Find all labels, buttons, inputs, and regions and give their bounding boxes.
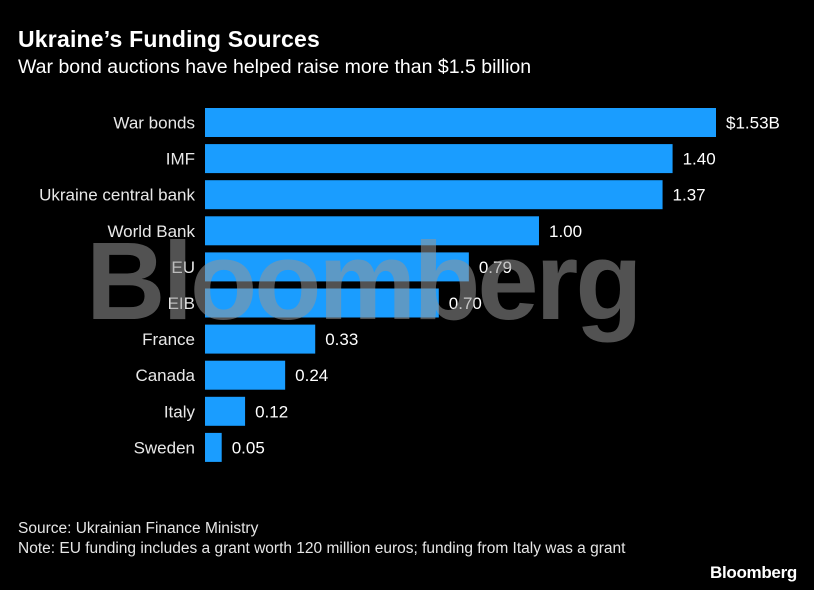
data-label: 0.70 [449, 294, 482, 313]
data-label: 0.24 [295, 366, 328, 385]
bar [205, 252, 469, 282]
category-label: EIB [168, 294, 195, 313]
data-label: $1.53B [726, 114, 780, 133]
data-label: 1.00 [549, 222, 582, 241]
category-label: Italy [164, 402, 196, 421]
bar [205, 216, 539, 246]
chart-title: Ukraine’s Funding Sources [18, 26, 320, 52]
chart-subtitle: War bond auctions have helped raise more… [18, 56, 532, 78]
data-label: 0.05 [232, 438, 265, 457]
category-label: IMF [166, 150, 195, 169]
bar-chart: War bonds $1.53B IMF 1.40 Ukraine central ba… [39, 108, 780, 462]
category-label: Ukraine central bank [39, 186, 195, 205]
category-label: France [142, 330, 195, 349]
bar [205, 108, 716, 137]
data-label: 0.33 [325, 330, 358, 349]
data-label: 1.40 [683, 150, 716, 169]
source-note: Source: Ukrainian Finance Ministry [18, 520, 259, 537]
data-label: 1.37 [673, 186, 706, 205]
category-label: EU [171, 258, 195, 277]
bar [205, 144, 673, 174]
bar [205, 432, 222, 462]
bar [205, 180, 663, 210]
bar [205, 396, 246, 426]
bar [205, 324, 316, 354]
brand-logo: Bloomberg [709, 563, 797, 582]
category-label: War bonds [113, 114, 195, 133]
bar [205, 360, 286, 390]
bar [205, 288, 439, 318]
category-label: World Bank [107, 222, 195, 241]
footnote: Note: EU funding includes a grant worth … [18, 540, 626, 557]
data-label: 0.12 [255, 402, 288, 421]
data-label: 0.79 [479, 258, 512, 277]
category-label: Sweden [134, 438, 195, 457]
category-label: Canada [135, 366, 195, 385]
